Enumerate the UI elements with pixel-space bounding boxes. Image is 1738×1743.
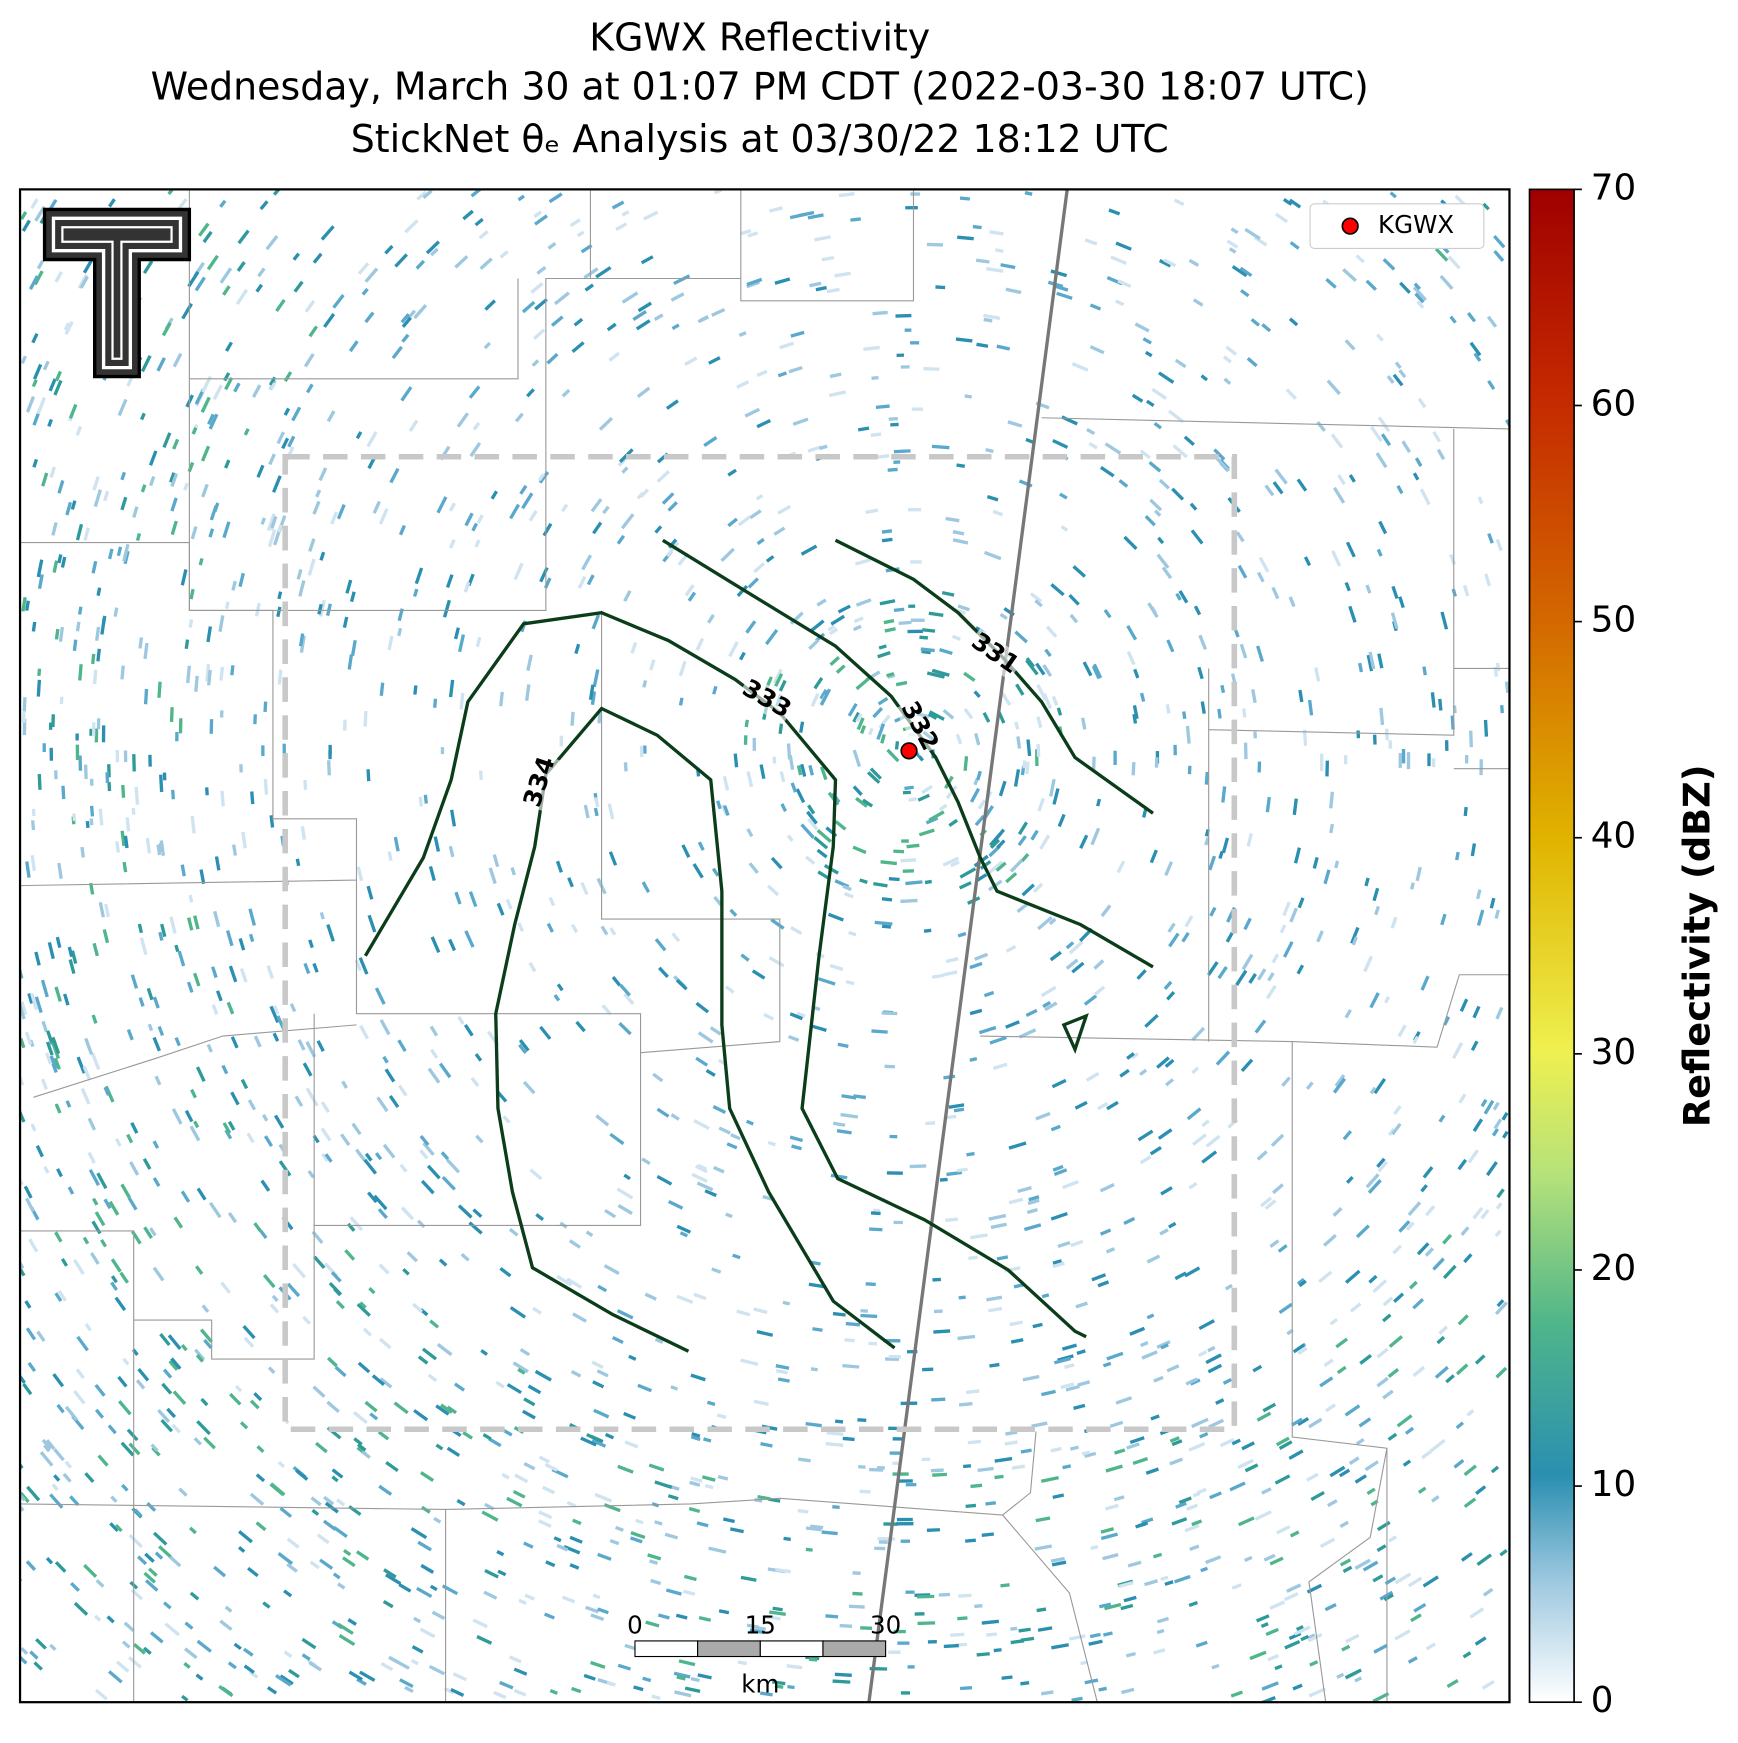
- contour-line: [494, 706, 896, 1353]
- subtitle: StickNet θₑ Analysis at 03/30/22 18:12 U…: [351, 117, 1169, 161]
- radar-site: [900, 742, 918, 760]
- interstate: [867, 189, 1069, 1703]
- map-background: [20, 189, 1510, 1703]
- colorbar-tick-label: 70: [1591, 167, 1636, 208]
- county-lines: [20, 189, 1510, 1703]
- colorbar-tick-label: 60: [1591, 383, 1636, 424]
- colorbar-tick-label: 50: [1591, 600, 1636, 641]
- scale-tick-label: 30: [870, 1610, 901, 1639]
- radar-echoes: [20, 189, 1510, 1703]
- colorbar-ticks: 0 10 20 30 40 50 60 70: [1574, 167, 1636, 1721]
- colorbar: [1528, 188, 1575, 1704]
- scale-bar: 0 15 30 km: [627, 1610, 901, 1698]
- colorbar-tick-label: 40: [1591, 816, 1636, 857]
- colorbar-label: Reflectivity (dBZ): [1675, 764, 1718, 1127]
- logo: [42, 207, 192, 379]
- legend-box: [1309, 203, 1485, 249]
- scale-segment: [759, 1640, 824, 1658]
- subtitle: Wednesday, March 30 at 01:07 PM CDT (202…: [151, 65, 1369, 109]
- legend-label: KGWX: [1378, 210, 1454, 239]
- title: KGWX Reflectivity: [589, 16, 930, 60]
- contour-label-bg: [519, 752, 562, 812]
- analysis-domain: [282, 453, 1238, 1433]
- contour-label-bg: [894, 696, 944, 757]
- scale-segment: [697, 1640, 761, 1658]
- figure: KGWX Reflectivity Wednesday, March 30 at…: [18, 16, 1718, 1721]
- map-frame: [18, 188, 1511, 1704]
- legend: KGWX: [1309, 203, 1485, 249]
- contour-line: [363, 610, 1087, 1339]
- scale-tick-label: 15: [745, 1610, 776, 1639]
- scale-tick-label: 0: [627, 1610, 643, 1639]
- colorbar-tick-label: 20: [1591, 1248, 1636, 1289]
- legend-marker: [1341, 217, 1359, 235]
- contour-line: [661, 538, 1154, 969]
- contour-label-bg: [736, 674, 797, 725]
- colorbar-tick-label: 10: [1591, 1464, 1636, 1505]
- contour-label-bg: [965, 627, 1025, 681]
- scale-segment: [634, 1640, 699, 1658]
- contour-line: [1061, 1013, 1089, 1054]
- scale-segment: [822, 1640, 887, 1658]
- colorbar-tick-label: 0: [1591, 1680, 1614, 1721]
- scale-unit: km: [741, 1669, 779, 1698]
- colorbar-tick-label: 30: [1591, 1032, 1636, 1073]
